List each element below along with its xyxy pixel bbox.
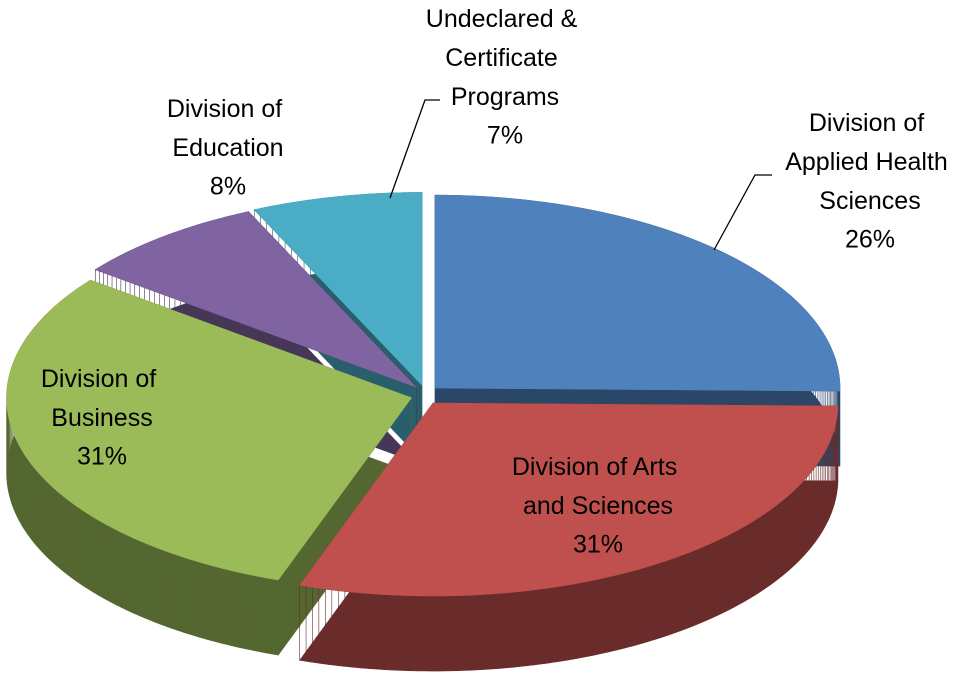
value-label: 8%	[210, 173, 246, 201]
slice	[94, 211, 417, 388]
leader-line	[389, 99, 440, 199]
slice	[6, 279, 412, 581]
slice	[253, 192, 423, 387]
leader-line	[713, 174, 772, 251]
category-label: Division of Applied Health Sciences	[785, 109, 955, 215]
category-label: Division of Business	[41, 365, 163, 432]
value-label: 31%	[77, 443, 127, 471]
category-label: Division of Arts and Sciences	[512, 453, 684, 520]
value-label: 7%	[487, 122, 523, 150]
pie	[6, 192, 841, 672]
category-label: Undeclared & Certificate Programs	[426, 5, 584, 111]
slice	[299, 402, 839, 597]
slice	[434, 194, 841, 392]
value-label: 26%	[845, 226, 895, 254]
value-label: 31%	[573, 531, 623, 559]
category-label: Division of Education	[167, 95, 289, 162]
labels: Division of Applied Health Sciences 26% Di…	[41, 5, 955, 559]
